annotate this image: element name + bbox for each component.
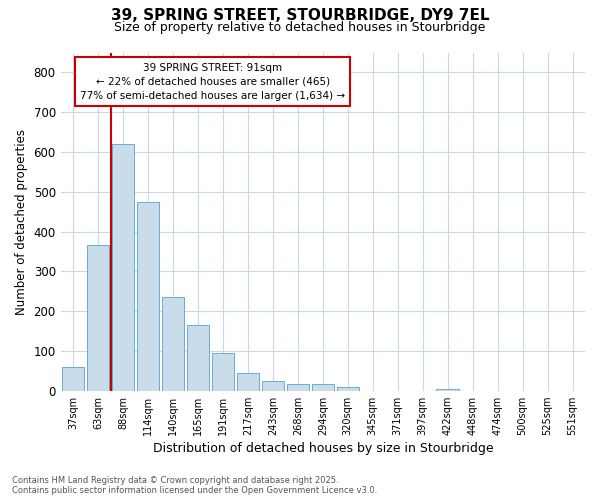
Bar (137, 202, 159, 390)
Bar (162, 297, 184, 390)
Bar (311, 384, 334, 390)
Bar (212, 353, 234, 391)
Bar (62, 367, 85, 390)
Text: 39, SPRING STREET, STOURBRIDGE, DY9 7EL: 39, SPRING STREET, STOURBRIDGE, DY9 7EL (111, 8, 489, 22)
Bar (236, 373, 259, 390)
Bar (337, 386, 359, 390)
Bar (112, 144, 134, 390)
Text: Size of property relative to detached houses in Stourbridge: Size of property relative to detached ho… (115, 21, 485, 34)
Bar (262, 380, 284, 390)
Bar (287, 384, 309, 390)
Text: 39 SPRING STREET: 91sqm
← 22% of detached houses are smaller (465)
77% of semi-d: 39 SPRING STREET: 91sqm ← 22% of detache… (80, 62, 345, 100)
Y-axis label: Number of detached properties: Number of detached properties (15, 128, 28, 314)
Bar (87, 246, 109, 390)
X-axis label: Distribution of detached houses by size in Stourbridge: Distribution of detached houses by size … (152, 442, 493, 455)
Bar (187, 325, 209, 390)
Bar (436, 388, 459, 390)
Text: Contains HM Land Registry data © Crown copyright and database right 2025.
Contai: Contains HM Land Registry data © Crown c… (12, 476, 377, 495)
